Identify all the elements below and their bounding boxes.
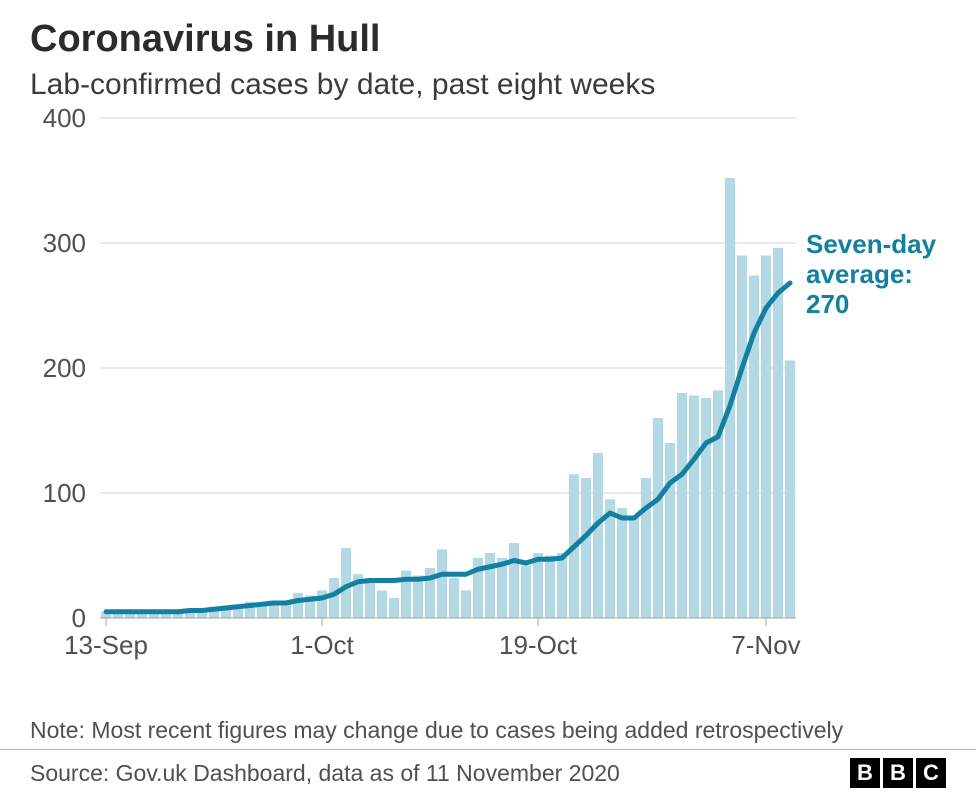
svg-text:13-Sep: 13-Sep	[64, 630, 148, 660]
svg-text:7-Nov: 7-Nov	[731, 630, 800, 660]
bbc-logo: B B C	[850, 758, 946, 788]
svg-text:average:: average:	[806, 259, 913, 289]
svg-text:100: 100	[43, 478, 86, 508]
chart-title: Coronavirus in Hull	[30, 18, 380, 61]
svg-text:200: 200	[43, 353, 86, 383]
bbc-logo-letter: B	[850, 758, 880, 788]
chart-svg: 0 100 200 300 400 13-Sep 1-Oct 19-Oct 7-Nov Seven…	[30, 108, 946, 668]
svg-text:Seven-day: Seven-day	[806, 229, 937, 259]
source-text: Source: Gov.uk Dashboard, data as of 11 …	[30, 760, 620, 787]
source-row: Source: Gov.uk Dashboard, data as of 11 …	[0, 749, 976, 788]
chart-subtitle: Lab-confirmed cases by date, past eight …	[30, 68, 655, 102]
chart-area: 0 100 200 300 400 13-Sep 1-Oct 19-Oct 7-Nov Seven…	[30, 108, 946, 668]
bbc-logo-letter: C	[916, 758, 946, 788]
chart-note: Note: Most recent figures may change due…	[30, 717, 843, 744]
svg-text:1-Oct: 1-Oct	[290, 630, 354, 660]
svg-text:400: 400	[43, 108, 86, 133]
svg-text:270: 270	[806, 289, 849, 319]
bbc-logo-letter: B	[883, 758, 913, 788]
svg-text:19-Oct: 19-Oct	[499, 630, 578, 660]
chart-card: Coronavirus in Hull Lab-confirmed cases …	[0, 0, 976, 800]
svg-text:300: 300	[43, 228, 86, 258]
svg-text:0: 0	[72, 603, 86, 633]
